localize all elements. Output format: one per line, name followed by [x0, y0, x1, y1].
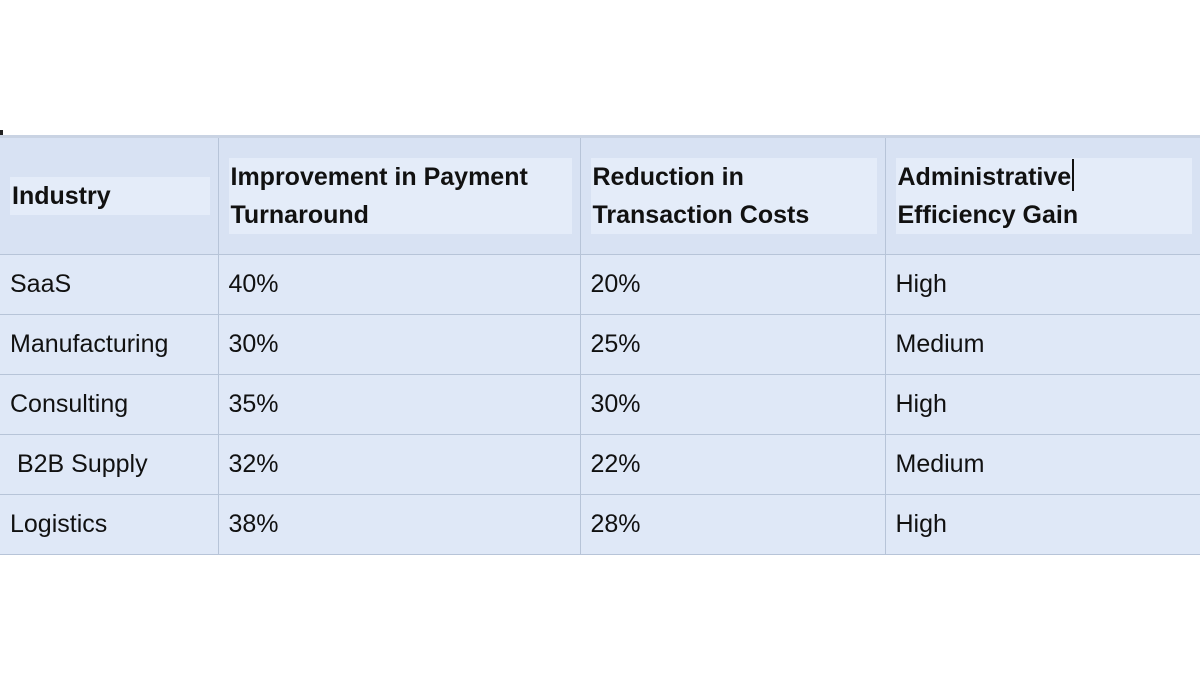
table-row: Consulting 35% 30% High [0, 374, 1200, 435]
table-header-row: Industry Improvement in Payment Turnarou… [0, 135, 1200, 255]
header-cell-transaction-costs[interactable]: Reduction in Transaction Costs [579, 135, 886, 255]
header-label: Improvement in Payment Turnaround [228, 158, 572, 234]
table-cell[interactable]: High [884, 494, 1200, 555]
table-cell[interactable]: 30% [579, 374, 886, 435]
table-cell[interactable]: Manufacturing [0, 314, 219, 375]
table-row: Manufacturing 30% 25% Medium [0, 314, 1200, 375]
header-cell-industry[interactable]: Industry [0, 135, 219, 255]
table-row: B2B Supply 32% 22% Medium [0, 434, 1200, 495]
table-cell[interactable]: 28% [579, 494, 886, 555]
table-cell[interactable]: 20% [579, 254, 886, 315]
table-cell[interactable]: 32% [217, 434, 581, 495]
table-cell[interactable]: 25% [579, 314, 886, 375]
table-cell[interactable]: High [884, 254, 1200, 315]
table-cell[interactable]: B2B Supply [0, 434, 219, 495]
text-cursor [1072, 159, 1075, 191]
data-table: Industry Improvement in Payment Turnarou… [0, 135, 1200, 555]
table-cell[interactable]: 35% [217, 374, 581, 435]
header-cell-efficiency-gain[interactable]: Administrative Efficiency Gain [884, 135, 1200, 255]
table-row: SaaS 40% 20% High [0, 254, 1200, 315]
table-cell[interactable]: 22% [579, 434, 886, 495]
table-row: Logistics 38% 28% High [0, 494, 1200, 555]
table-cell[interactable]: 38% [217, 494, 581, 555]
table-cell[interactable]: 40% [217, 254, 581, 315]
header-label: Reduction in Transaction Costs [590, 158, 877, 234]
header-cell-payment-turnaround[interactable]: Improvement in Payment Turnaround [217, 135, 581, 255]
table-cell[interactable]: High [884, 374, 1200, 435]
table-move-handle[interactable] [0, 130, 3, 139]
table-cell[interactable]: Consulting [0, 374, 219, 435]
table-cell[interactable]: Medium [884, 314, 1200, 375]
table-cell[interactable]: SaaS [0, 254, 219, 315]
table-cell[interactable]: Medium [884, 434, 1200, 495]
table-cell[interactable]: 30% [217, 314, 581, 375]
table-cell[interactable]: Logistics [0, 494, 219, 555]
header-label: Administrative Efficiency Gain [895, 158, 1192, 234]
header-label: Industry [10, 177, 210, 215]
